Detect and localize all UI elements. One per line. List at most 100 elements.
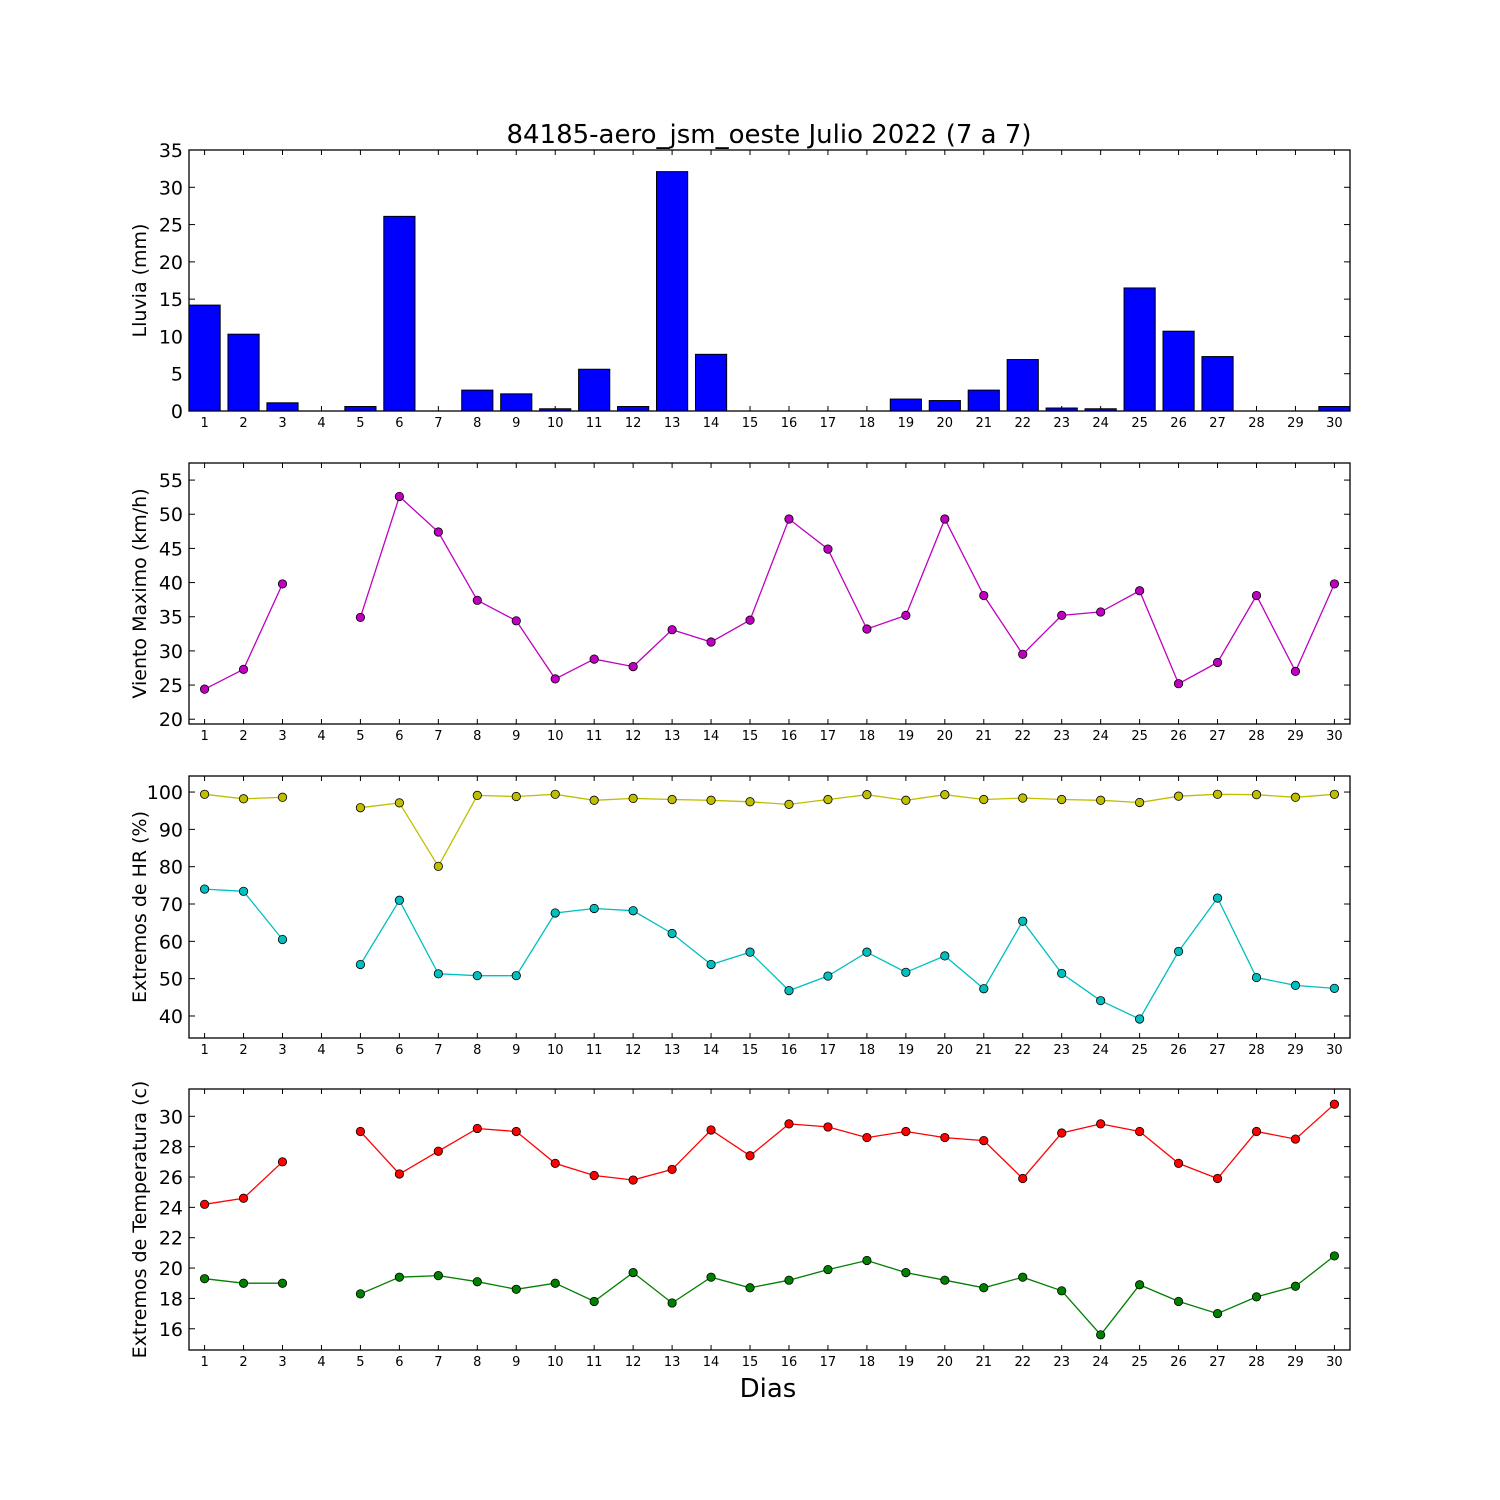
data-point [1290, 792, 1301, 802]
x-tick-label: 5 [356, 1355, 364, 1370]
bar [656, 171, 689, 412]
x-tick-label: 9 [512, 729, 520, 744]
x-tick-label: 30 [1326, 729, 1343, 744]
data-point [394, 1169, 404, 1179]
y-tick-label: 0 [171, 401, 183, 423]
data-point [862, 1255, 872, 1266]
y-tick-label: 100 [147, 782, 183, 804]
x-tick-label: 18 [859, 1355, 876, 1370]
x-tick-label: 12 [625, 416, 642, 431]
x-tick-label: 30 [1326, 416, 1343, 431]
data-point [823, 971, 833, 981]
data-point [1057, 610, 1067, 620]
x-tick-label: 9 [512, 1043, 520, 1058]
data-point [1057, 1286, 1067, 1296]
bar [188, 304, 221, 412]
series-1 [199, 491, 1340, 694]
data-point [1173, 946, 1184, 957]
x-tick-label: 2 [239, 416, 247, 431]
x-tick-label: 28 [1248, 1043, 1265, 1058]
data-point [277, 792, 288, 802]
data-point [1251, 790, 1262, 800]
data-point [277, 579, 288, 589]
data-point [1096, 1119, 1106, 1129]
data-point [1251, 1126, 1262, 1137]
data-point [628, 1175, 638, 1185]
x-tick-label: 20 [937, 1355, 954, 1370]
data-point [1251, 590, 1262, 601]
x-tick-label: 17 [820, 729, 837, 744]
bar [1201, 356, 1234, 412]
bar [344, 406, 377, 412]
data-point [550, 789, 560, 799]
data-point [199, 1199, 210, 1209]
y-tick-label: 28 [159, 1137, 183, 1159]
data-point [355, 612, 366, 623]
data-point [238, 1193, 249, 1203]
x-tick-label: 17 [820, 1043, 837, 1058]
data-point [628, 793, 638, 803]
data-point [667, 1298, 677, 1308]
data-point [355, 1126, 366, 1137]
x-tick-label: 16 [781, 1043, 798, 1058]
data-point [823, 1122, 833, 1132]
y-tick-label: 40 [159, 1006, 183, 1028]
data-point [589, 795, 599, 805]
data-point [784, 514, 794, 524]
x-tick-label: 28 [1248, 729, 1265, 744]
data-point [940, 790, 950, 800]
bar [1084, 408, 1117, 412]
data-point [1290, 980, 1301, 990]
x-tick-label: 12 [625, 729, 642, 744]
data-point [199, 684, 210, 694]
data-point [472, 595, 482, 605]
y-tick-label: 18 [159, 1288, 183, 1310]
x-tick-label: 14 [703, 1355, 720, 1370]
x-tick-label: 24 [1092, 729, 1109, 744]
data-point [628, 1268, 638, 1278]
x-tick-label: 25 [1131, 416, 1148, 431]
x-tick-label: 7 [434, 1043, 442, 1058]
data-point [1018, 916, 1028, 926]
plot-area [188, 462, 1351, 725]
x-tick-label: 6 [395, 1043, 403, 1058]
series-1 [199, 1099, 1340, 1209]
data-point [511, 971, 521, 981]
data-point [979, 984, 989, 994]
x-tick-label: 20 [937, 416, 954, 431]
x-tick-label: 17 [820, 416, 837, 431]
data-point [1251, 1292, 1262, 1302]
x-tick-label: 26 [1170, 1043, 1187, 1058]
data-point [355, 803, 366, 813]
data-point [199, 1274, 210, 1284]
y-tick-label: 45 [159, 538, 183, 560]
data-point [823, 794, 833, 805]
series-line [360, 1255, 1335, 1336]
data-point [1290, 666, 1301, 676]
x-tick-label: 5 [356, 729, 364, 744]
x-tick-label: 11 [586, 416, 603, 431]
x-tick-label: 4 [317, 416, 325, 431]
bar [578, 368, 611, 412]
panel-4: Extremos de Temperatura (c) 1618202224262… [129, 1081, 1351, 1370]
x-tick-label: 15 [742, 416, 759, 431]
bar [539, 408, 572, 412]
series-line [359, 1103, 1335, 1181]
data-point [472, 1277, 482, 1287]
data-point [433, 969, 443, 979]
x-tick-label: 26 [1170, 1355, 1187, 1370]
x-tick-label: 22 [1014, 729, 1031, 744]
data-point [511, 1126, 521, 1137]
data-point [238, 794, 249, 804]
data-point [238, 1278, 249, 1288]
data-point [511, 616, 521, 626]
x-tick-label: 1 [200, 1355, 208, 1370]
x-tick-label: 9 [512, 1355, 520, 1370]
bar [266, 402, 299, 412]
x-tick-label: 14 [703, 729, 720, 744]
data-point [433, 861, 443, 871]
